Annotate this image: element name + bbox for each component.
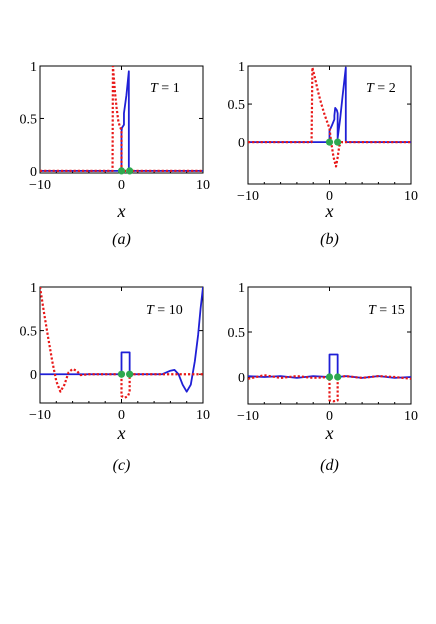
panel-label: (d) [320, 457, 339, 474]
y-tick-label: 1 [238, 60, 245, 75]
t-eq: = 10 [154, 303, 183, 318]
panel-label: (b) [320, 231, 339, 248]
x-tick-label: 0 [118, 178, 125, 193]
series-dotted-red [40, 287, 203, 399]
t-var: T [366, 81, 375, 96]
y-tick-label: 1 [30, 60, 37, 75]
t-annotation: T = 15 [368, 303, 405, 318]
marker-point [126, 370, 134, 378]
series-dotted-red [248, 66, 411, 168]
chart-panel-4: −10 0 10 0 0.5 1 T = 15 x (d) [228, 281, 419, 474]
panel-label: (a) [112, 231, 131, 248]
x-axis-label: x [117, 423, 126, 443]
x-tick-label: 0 [118, 408, 125, 423]
t-eq: = 2 [374, 81, 396, 96]
y-tick-label: 1 [238, 281, 245, 296]
marker-point [334, 373, 342, 381]
marker-point [126, 167, 134, 175]
x-tick-label: 10 [404, 409, 418, 424]
panel-label: (c) [113, 457, 131, 474]
x-tick-label: −10 [29, 178, 51, 193]
x-axis-label: x [325, 201, 334, 221]
x-tick-label: −10 [237, 189, 259, 204]
y-tick-label: 1 [30, 281, 37, 296]
y-tick-label: 0 [30, 165, 37, 180]
series-solid-blue [40, 287, 203, 393]
t-var: T [146, 303, 155, 318]
y-tick-label: 0.5 [20, 112, 38, 127]
series-solid-blue [248, 353, 411, 379]
x-tick-label: −10 [29, 408, 51, 423]
t-eq: = 1 [158, 81, 180, 96]
y-tick-label: 0 [30, 368, 37, 383]
x-axis-label: x [325, 423, 334, 443]
y-tick-label: 0.5 [20, 325, 38, 340]
y-tick-label: 0 [238, 371, 245, 386]
x-tick-label: 10 [196, 408, 210, 423]
t-eq: = 15 [376, 303, 405, 318]
marker-point [325, 373, 334, 381]
t-annotation: T = 2 [366, 81, 396, 96]
x-tick-label: 10 [404, 189, 418, 204]
series-dotted-red [248, 374, 411, 403]
chart-panel-3: −10 0 10 0 0.5 1 T = 10 x (c) [20, 281, 211, 474]
t-var: T [150, 81, 159, 96]
x-tick-label: −10 [237, 409, 259, 424]
marker-point [334, 138, 342, 146]
y-tick-label: 0 [238, 136, 245, 151]
marker-point [117, 167, 126, 175]
x-tick-label: 10 [196, 178, 210, 193]
series-dotted-red [40, 66, 203, 172]
y-tick-label: 0.5 [228, 98, 246, 113]
marker-point [325, 138, 334, 146]
t-var: T [368, 303, 377, 318]
x-tick-label: 0 [326, 409, 333, 424]
x-tick-label: 0 [326, 189, 333, 204]
y-tick-label: 0.5 [228, 326, 246, 341]
marker-point [117, 370, 126, 378]
t-annotation: T = 1 [150, 81, 180, 96]
x-axis-label: x [117, 201, 126, 221]
series-solid-blue [248, 66, 411, 144]
t-annotation: T = 10 [146, 303, 183, 318]
chart-panel-2: −10 0 10 0 0.5 1 T = 2 x (b) [228, 60, 419, 248]
